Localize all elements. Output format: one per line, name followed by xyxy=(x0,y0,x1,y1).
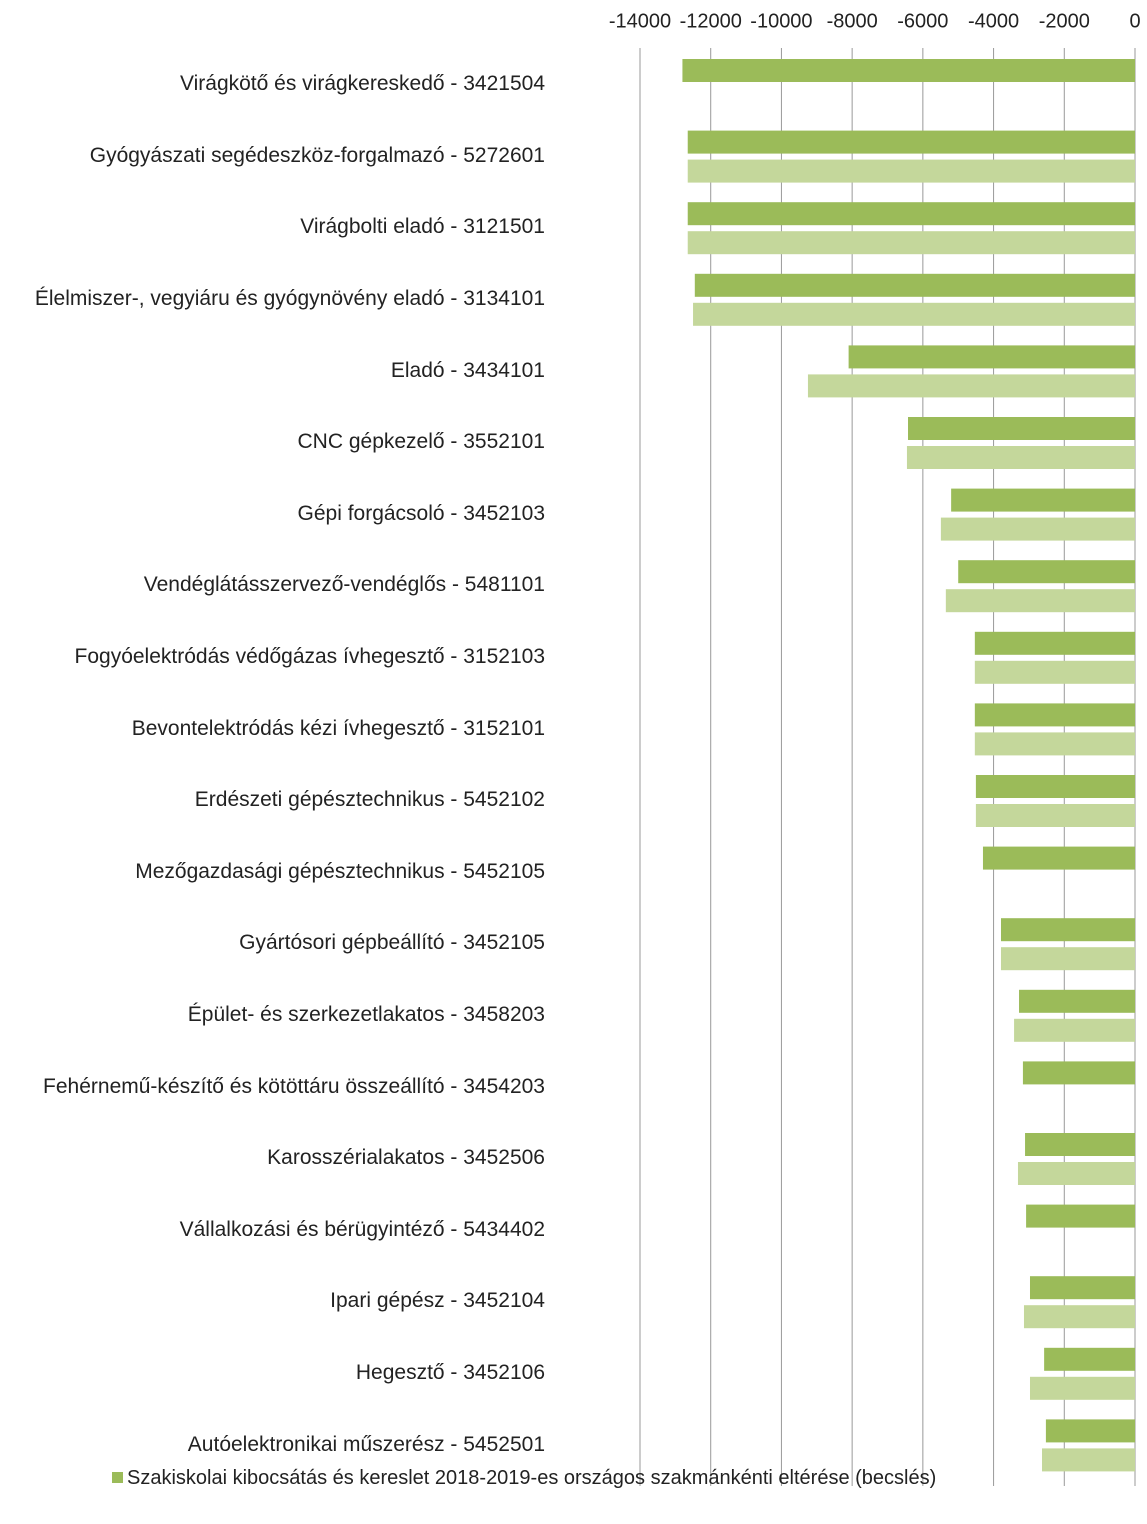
bar xyxy=(1017,1162,1135,1185)
legend-swatch xyxy=(112,1472,123,1483)
y-tick-label: Épület- és szerkezetlakatos - 3458203 xyxy=(0,979,545,1051)
bar xyxy=(1023,1305,1135,1329)
category-text: Erdészeti gépésztechnikus - 5452102 xyxy=(194,788,545,812)
bar xyxy=(1042,1448,1135,1472)
bar xyxy=(1014,1018,1135,1042)
bar xyxy=(974,732,1135,756)
bar xyxy=(1045,1419,1135,1443)
x-tick-label: -12000 xyxy=(680,10,742,32)
bar xyxy=(694,273,1135,297)
y-tick-label: Gépi forgácsoló - 3452103 xyxy=(0,478,546,550)
bar xyxy=(848,345,1135,369)
y-tick-label: Ipari gépész - 3452104 xyxy=(0,1265,545,1337)
x-tick-label: -10000 xyxy=(750,10,812,32)
category-text: Karosszérialakatos - 3452506 xyxy=(267,1146,545,1170)
y-tick-label: Fogyóelektródás védőgázas ívhegesztő - 3… xyxy=(0,621,545,693)
y-tick-label: Virágbolti eladó - 3121501 xyxy=(0,191,545,263)
category-text: Gyógyászati segédeszköz-forgalmazó - 527… xyxy=(89,143,545,167)
category-text: Fehérnemű-készítő és kötöttáru összeállí… xyxy=(43,1074,545,1098)
bar xyxy=(951,488,1135,512)
bar xyxy=(975,775,1135,798)
x-tick-label: -8000 xyxy=(827,10,878,32)
legend-label: Szakiskolai kibocsátás és kereslet 2018-… xyxy=(127,1467,937,1489)
bar xyxy=(908,417,1135,440)
y-tick-label: Élelmiszer-, vegyiáru és gyógynövény ela… xyxy=(0,263,545,335)
bar xyxy=(1000,918,1135,942)
legend: Szakiskolai kibocsátás és kereslet 2018-… xyxy=(112,1466,1042,1491)
bar xyxy=(687,202,1135,226)
category-text: Vállalkozási és bérügyintéző - 5434402 xyxy=(179,1217,545,1241)
bar xyxy=(687,231,1135,255)
bar xyxy=(974,703,1135,727)
bar xyxy=(958,560,1135,584)
y-tick-label: CNC gépkezelő - 3552101 xyxy=(0,406,546,478)
y-tick-label: Hegesztő - 3452106 xyxy=(0,1337,545,1409)
y-tick-label: Autóelektronikai műszerész - 5452501 xyxy=(0,1408,545,1480)
category-text: Virágbolti eladó - 3121501 xyxy=(300,215,545,239)
y-tick-label: Mezőgazdasági gépésztechnikus - 5452105 xyxy=(0,836,545,908)
category-text: Virágkötő és virágkereskedő - 3421504 xyxy=(179,72,545,96)
bar xyxy=(1029,1276,1135,1300)
bar xyxy=(682,59,1135,82)
category-text: Fogyóelektródás védőgázas ívhegesztő - 3… xyxy=(74,645,545,669)
category-text: Autóelektronikai műszerész - 5452501 xyxy=(187,1432,545,1456)
bar xyxy=(1029,1376,1135,1400)
category-text: Élelmiszer-, vegyiáru és gyógynövény ela… xyxy=(34,287,545,311)
y-tick-label: Vállalkozási és bérügyintéző - 5434402 xyxy=(0,1194,545,1266)
bar xyxy=(945,589,1135,613)
x-tick-label: 0 xyxy=(1129,10,1140,32)
bar xyxy=(975,804,1135,827)
bar xyxy=(693,302,1135,326)
bar xyxy=(687,130,1135,154)
bar xyxy=(974,660,1135,684)
category-text: Eladó - 3434101 xyxy=(390,358,545,382)
x-tick-label: -4000 xyxy=(968,10,1019,32)
bar xyxy=(1019,989,1135,1013)
y-tick-label: Virágkötő és virágkereskedő - 3421504 xyxy=(0,48,545,120)
x-tick-label: -6000 xyxy=(897,10,948,32)
y-tick-label: Gyártósori gépbeállító - 3452105 xyxy=(0,907,545,979)
category-text: Gépi forgácsoló - 3452103 xyxy=(297,501,546,525)
bar xyxy=(940,517,1135,541)
bar xyxy=(807,374,1135,398)
category-text: Hegesztő - 3452106 xyxy=(355,1361,545,1385)
y-tick-label: Karosszérialakatos - 3452506 xyxy=(0,1122,545,1194)
bar xyxy=(1025,1133,1135,1156)
category-text: Ipari gépész - 3452104 xyxy=(330,1289,545,1313)
bar xyxy=(1022,1061,1135,1085)
bar xyxy=(906,446,1135,469)
bar xyxy=(974,631,1135,655)
bar xyxy=(1026,1204,1135,1228)
y-tick-label: Erdészeti gépésztechnikus - 5452102 xyxy=(0,764,545,836)
y-tick-label: Eladó - 3434101 xyxy=(0,334,545,406)
y-tick-label: Gyógyászati segédeszköz-forgalmazó - 527… xyxy=(0,120,545,192)
x-tick-label: -2000 xyxy=(1039,10,1090,32)
category-text: CNC gépkezelő - 3552101 xyxy=(297,430,546,454)
category-text: Gyártósori gépbeállító - 3452105 xyxy=(239,931,545,955)
category-text: Mezőgazdasági gépésztechnikus - 5452105 xyxy=(135,859,545,883)
category-text: Bevontelektródás kézi ívhegesztő - 31521… xyxy=(131,716,545,740)
bar xyxy=(982,846,1135,870)
category-text: Épület- és szerkezetlakatos - 3458203 xyxy=(187,1003,545,1027)
bar xyxy=(1044,1347,1135,1371)
bar xyxy=(687,159,1135,183)
y-tick-label: Bevontelektródás kézi ívhegesztő - 31521… xyxy=(0,692,545,764)
y-tick-label: Vendéglátásszervező-vendéglős - 5481101 xyxy=(0,549,545,621)
category-text: Vendéglátásszervező-vendéglős - 5481101 xyxy=(143,573,545,597)
bar xyxy=(1000,947,1135,971)
y-tick-label: Fehérnemű-készítő és kötöttáru összeállí… xyxy=(0,1050,545,1122)
x-tick-label: -14000 xyxy=(609,10,671,32)
